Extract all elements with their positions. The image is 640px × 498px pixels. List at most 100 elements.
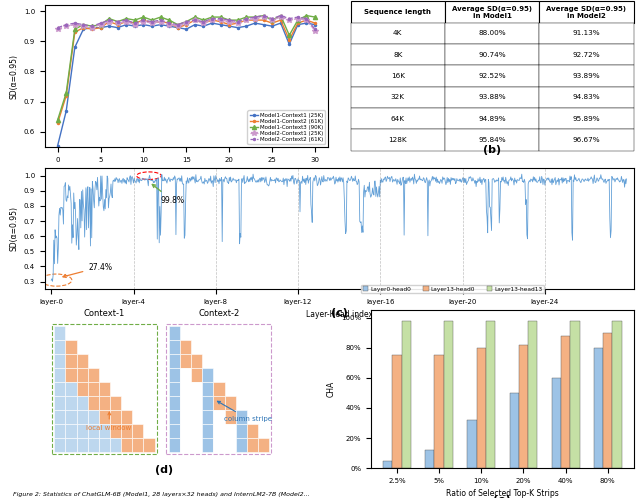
Model1-Context2 (61K) xyxy=(191,17,199,23)
Model2-Context1 (25K) xyxy=(54,26,61,32)
Bar xyxy=(169,396,180,410)
Model2-Context1 (25K) xyxy=(88,25,96,31)
Bar xyxy=(191,354,202,368)
X-axis label: Ratio of Selected Top-K Strips: Ratio of Selected Top-K Strips xyxy=(446,490,559,498)
Bar xyxy=(77,424,88,438)
Model2-Context1 (25K) xyxy=(79,23,87,29)
Model1-Context2 (61K) xyxy=(243,17,250,23)
Model1-Context1 (25K) xyxy=(122,21,130,27)
Bar xyxy=(202,424,213,438)
Model2-Context2 (61K) xyxy=(174,21,182,27)
Model2-Context1 (25K) xyxy=(260,14,268,20)
Bar xyxy=(65,438,77,452)
Text: (a): (a) xyxy=(177,185,195,195)
Model1-Context3 (90K) xyxy=(157,14,164,20)
Model1-Context3 (90K) xyxy=(268,17,276,23)
Model1-Context1 (25K) xyxy=(148,23,156,29)
Bar xyxy=(88,382,99,396)
Bar xyxy=(169,382,180,396)
Model2-Context2 (61K) xyxy=(225,17,233,23)
Model2-Context2 (61K) xyxy=(251,14,259,20)
Bar xyxy=(88,368,99,382)
Bar xyxy=(99,424,110,438)
Bar xyxy=(561,336,570,468)
Bar xyxy=(247,438,258,452)
Legend: Model1-Context1 (25K), Model1-Context2 (61K), Model1-Context3 (90K), Model2-Cont: Model1-Context1 (25K), Model1-Context2 (… xyxy=(248,111,325,144)
Bar xyxy=(65,382,77,396)
Model1-Context1 (25K) xyxy=(225,23,233,29)
Model2-Context2 (61K) xyxy=(191,17,199,23)
Model2-Context1 (25K) xyxy=(174,23,182,29)
Bar xyxy=(110,424,121,438)
Model2-Context1 (25K) xyxy=(311,28,319,34)
Bar xyxy=(225,396,236,410)
Model2-Context2 (61K) xyxy=(131,20,139,26)
Model1-Context1 (25K) xyxy=(208,20,216,26)
Model1-Context1 (25K) xyxy=(191,21,199,27)
Model2-Context2 (61K) xyxy=(122,17,130,23)
Text: (b): (b) xyxy=(483,145,501,155)
Model2-Context1 (25K) xyxy=(294,15,301,21)
Model1-Context1 (25K) xyxy=(277,20,285,26)
Model1-Context2 (61K) xyxy=(217,18,225,24)
Bar xyxy=(180,410,191,424)
Model1-Context3 (90K) xyxy=(71,26,79,32)
Model1-Context1 (25K) xyxy=(97,25,104,31)
Model1-Context1 (25K) xyxy=(88,25,96,31)
Model2-Context1 (25K) xyxy=(182,20,190,26)
Model2-Context1 (25K) xyxy=(97,21,104,27)
Model1-Context2 (61K) xyxy=(260,17,268,23)
Model1-Context1 (25K) xyxy=(165,23,173,29)
Model2-Context1 (25K) xyxy=(217,17,225,23)
Model2-Context1 (25K) xyxy=(243,17,250,23)
Bar xyxy=(225,410,236,424)
Bar xyxy=(121,424,132,438)
Model2-Context1 (25K) xyxy=(131,21,139,27)
Bar xyxy=(603,333,612,468)
Bar xyxy=(202,396,213,410)
Bar xyxy=(425,450,435,468)
Bar xyxy=(169,368,180,382)
Model1-Context3 (90K) xyxy=(208,14,216,20)
Bar xyxy=(258,438,269,452)
X-axis label: Indices of layers: Indices of layers xyxy=(155,168,218,177)
Model2-Context1 (25K) xyxy=(200,20,207,26)
Model1-Context3 (90K) xyxy=(277,12,285,18)
Model2-Context1 (25K) xyxy=(106,18,113,24)
Bar xyxy=(99,438,110,452)
Model2-Context1 (25K) xyxy=(63,23,70,29)
Model2-Context1 (25K) xyxy=(148,20,156,26)
Model2-Context2 (61K) xyxy=(63,21,70,27)
Model1-Context1 (25K) xyxy=(174,25,182,31)
Model1-Context1 (25K) xyxy=(303,20,310,26)
Model2-Context1 (25K) xyxy=(268,17,276,23)
Bar xyxy=(132,438,143,452)
Bar xyxy=(477,348,486,468)
Text: 27.4%: 27.4% xyxy=(63,262,112,277)
Model2-Context2 (61K) xyxy=(88,23,96,29)
Model2-Context1 (25K) xyxy=(71,21,79,27)
Model2-Context2 (61K) xyxy=(268,15,276,21)
Model1-Context1 (25K) xyxy=(140,21,147,27)
Bar xyxy=(383,461,392,468)
Model1-Context2 (61K) xyxy=(303,17,310,23)
Bar xyxy=(65,340,77,354)
Model2-Context2 (61K) xyxy=(294,14,301,20)
Model2-Context1 (25K) xyxy=(225,18,233,24)
Model2-Context1 (25K) xyxy=(140,18,147,24)
Model2-Context2 (61K) xyxy=(200,18,207,24)
Model2-Context2 (61K) xyxy=(148,18,156,24)
Model1-Context1 (25K) xyxy=(106,23,113,29)
Model1-Context2 (61K) xyxy=(122,18,130,24)
Model2-Context1 (25K) xyxy=(234,20,242,26)
Model2-Context2 (61K) xyxy=(106,17,113,23)
Model1-Context1 (25K) xyxy=(63,108,70,114)
Y-axis label: CHA: CHA xyxy=(326,381,336,397)
Bar xyxy=(180,368,191,382)
Model2-Context2 (61K) xyxy=(260,12,268,18)
Bar xyxy=(213,382,225,396)
Model1-Context3 (90K) xyxy=(200,17,207,23)
Model2-Context1 (25K) xyxy=(165,21,173,27)
Text: Context-2: Context-2 xyxy=(198,309,239,318)
Text: local window: local window xyxy=(86,412,132,431)
